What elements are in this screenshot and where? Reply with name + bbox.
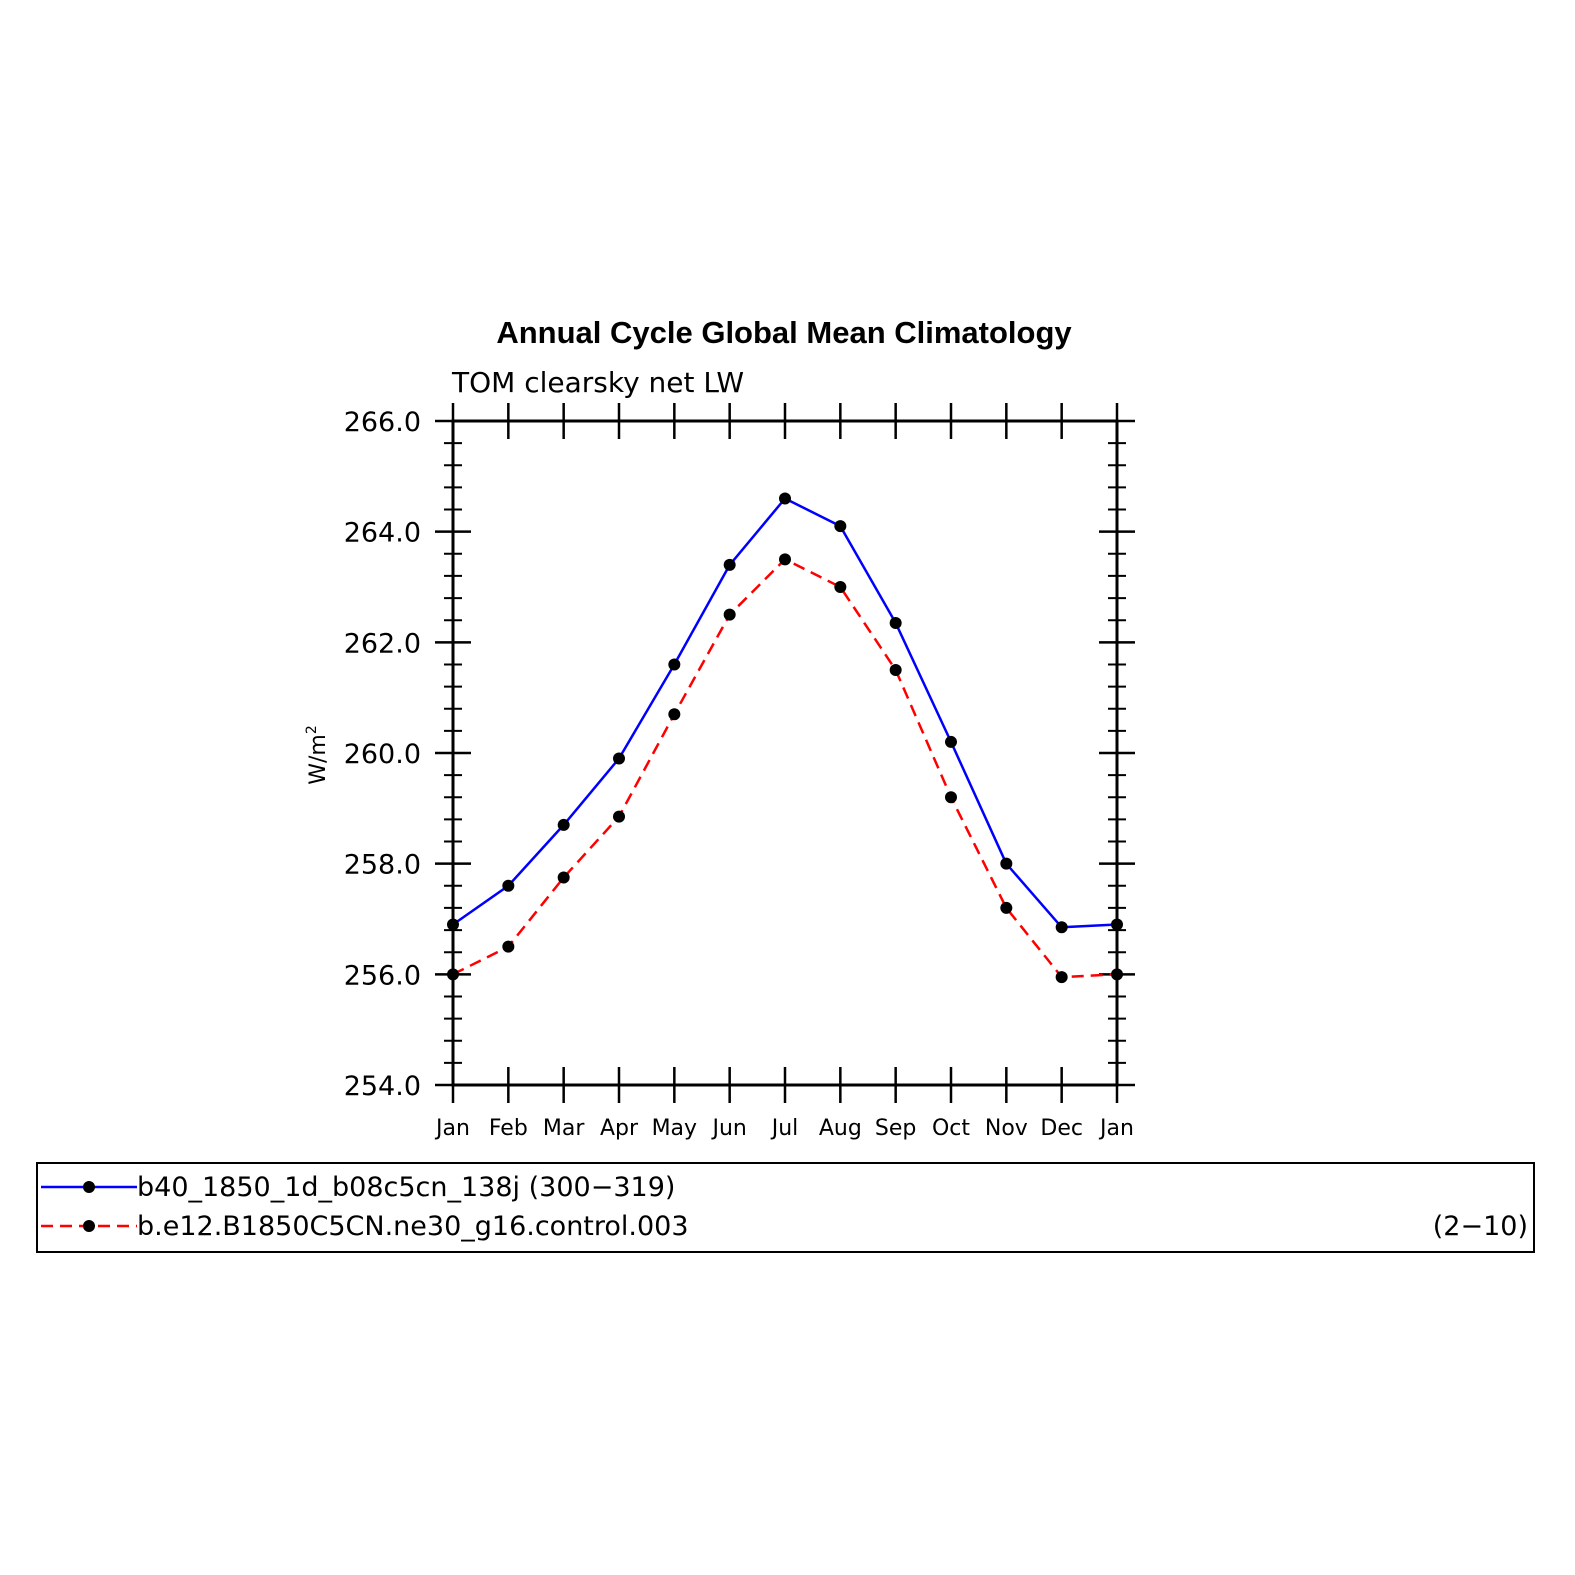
x-tick-label: Jun [710,1116,746,1141]
x-tick-label: Mar [543,1116,585,1141]
chart-title: Annual Cycle Global Mean Climatology [496,315,1072,350]
x-tick-label: Jul [770,1116,799,1141]
y-axis-label-text: W/m [306,734,331,785]
chart-subtitle: TOM clearsky net LW [451,366,744,399]
data-point-series-1 [779,492,791,505]
data-point-series-2 [723,608,736,621]
legend: b40_1850_1d_b08c5cn_138j (300−319) b.e12… [36,1162,1535,1253]
data-point-series-1 [1055,921,1068,934]
legend-marker-series-1 [83,1181,95,1193]
data-point-series-1 [668,658,681,671]
data-point-series-1 [834,520,847,533]
data-point-series-2 [502,940,515,953]
series-lines [452,497,1118,979]
series-markers [447,492,1123,984]
data-point-series-1 [1000,857,1013,870]
svg-text:W/m2: W/m2 [304,725,331,785]
x-tick-label: Aug [819,1116,862,1141]
y-tick-label: 258.0 [344,850,421,881]
y-tick-label: 260.0 [344,739,421,770]
y-tick-label: 254.0 [344,1071,421,1102]
legend-years-series-2: (2−10) [1433,1211,1528,1242]
data-point-series-1 [889,616,902,629]
x-tick-label: Jan [434,1116,470,1141]
legend-label-series-1: b40_1850_1d_b08c5cn_138j (300−319) [137,1172,675,1203]
data-point-series-1 [502,879,515,892]
data-point-series-2 [889,664,902,676]
data-point-series-2 [779,553,791,566]
legend-name-series-1: b40_1850_1d_b08c5cn_138j [137,1172,520,1203]
data-point-series-2 [834,581,847,593]
legend-box [36,1162,1535,1253]
legend-name-series-2: b.e12.B1850C5CN.ne30_g16.control.003 [137,1211,689,1242]
tick-labels: 254.0 256.0 258.0 260.0 262.0 264.0 266.0 Jan Fe… [344,407,1134,1141]
plot-frame [451,419,1119,1087]
y-axis-label: W/m2 [304,725,331,785]
data-point-series-2 [613,810,625,823]
x-tick-label: Jan [1098,1116,1134,1141]
x-tick-label: Oct [932,1116,970,1141]
x-tick-label: Sep [875,1116,916,1141]
legend-marker-series-2 [83,1220,95,1232]
data-point-series-1 [613,752,625,765]
data-point-series-2 [557,871,570,884]
data-point-series-1 [557,818,570,831]
data-point-series-1 [723,558,736,571]
x-tick-label: Dec [1040,1116,1083,1141]
y-tick-label: 264.0 [344,518,421,549]
y-tick-label: 256.0 [344,960,421,991]
data-point-series-2 [945,791,957,804]
x-tick-label: Apr [600,1116,639,1141]
data-point-series-2 [668,708,681,721]
data-point-series-2 [1055,971,1068,984]
legend-years-series-1: (300−319) [529,1172,676,1203]
x-tick-label: Feb [489,1116,528,1141]
data-point-series-2 [1000,901,1013,914]
x-tick-label: Nov [985,1116,1028,1141]
y-axis-label-superscript: 2 [304,725,320,734]
y-tick-label: 266.0 [344,407,421,438]
x-tick-label: May [652,1116,697,1141]
axis-ticks [435,403,1135,1103]
series-line-2 [452,558,1118,979]
data-point-series-1 [945,735,957,748]
y-tick-label: 262.0 [344,628,421,659]
